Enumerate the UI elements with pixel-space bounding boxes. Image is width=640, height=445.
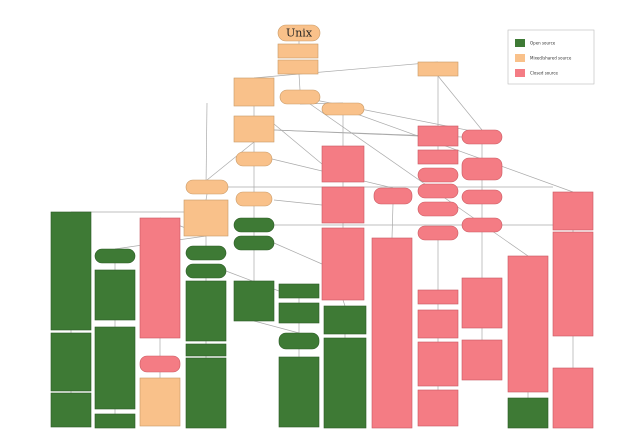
node: [461, 339, 503, 381]
node: [50, 332, 92, 392]
node: [139, 217, 181, 339]
link: [253, 320, 300, 334]
node: [94, 326, 136, 410]
link: [298, 61, 439, 75]
node: [461, 277, 503, 329]
link: [391, 203, 394, 239]
node: [233, 235, 275, 251]
node: [50, 392, 92, 428]
node: [278, 302, 320, 324]
node: [279, 89, 321, 105]
link: [298, 73, 301, 91]
node: [461, 189, 503, 205]
node: [185, 245, 227, 261]
node: [417, 167, 459, 183]
node: [417, 289, 459, 305]
node: [139, 355, 181, 373]
node: [552, 367, 594, 429]
node: [417, 389, 459, 427]
node: [277, 59, 319, 75]
node: [417, 309, 459, 339]
node: [417, 341, 459, 387]
node: [233, 77, 275, 107]
node: [235, 151, 273, 167]
node: [235, 191, 273, 207]
link: [205, 102, 208, 188]
node: [94, 248, 136, 264]
title: Unix: [286, 27, 313, 40]
link: [206, 141, 255, 181]
node: [50, 211, 92, 331]
node: [417, 149, 459, 165]
link: [273, 242, 323, 265]
node: [321, 145, 365, 183]
legend-label: Closed source: [530, 71, 559, 76]
node: [185, 179, 229, 195]
node: [417, 61, 459, 77]
link: [253, 73, 300, 79]
node: [373, 187, 413, 205]
node: [94, 413, 136, 429]
node: [185, 343, 227, 357]
node: [183, 199, 229, 237]
node: [321, 102, 365, 116]
node: [323, 305, 367, 335]
node: [461, 129, 503, 145]
node: [321, 227, 365, 301]
boxes: [50, 43, 594, 429]
node: [323, 337, 367, 429]
link: [273, 123, 323, 165]
node: [552, 191, 594, 231]
node: [277, 43, 319, 59]
legend-label: Mixed/shared source: [530, 56, 572, 61]
node: [371, 237, 413, 429]
node: [417, 183, 459, 199]
node: [233, 280, 275, 322]
legend-swatch: [515, 39, 525, 47]
node: [552, 231, 594, 337]
node: [417, 125, 459, 147]
node: [94, 269, 136, 321]
link: [342, 299, 346, 307]
node: [417, 225, 459, 241]
node: [507, 397, 549, 429]
node: [278, 332, 320, 350]
node: [185, 357, 227, 429]
node: [278, 356, 320, 428]
node: [185, 263, 227, 279]
legend-swatch: [515, 54, 525, 62]
node: [139, 377, 181, 427]
link: [273, 199, 323, 206]
node: [233, 115, 275, 143]
node: [185, 280, 227, 342]
link: [205, 193, 208, 201]
node: [321, 186, 365, 224]
node: [417, 201, 459, 217]
node: [278, 283, 320, 299]
node: [461, 217, 503, 233]
node: [233, 217, 275, 233]
legend: Open source Mixed/shared source Closed sou…: [507, 29, 595, 85]
node: [461, 157, 503, 181]
legend-label: Open source: [530, 41, 556, 46]
link: [437, 75, 483, 131]
node: [507, 255, 549, 393]
legend-swatch: [515, 69, 525, 77]
root-node: [277, 24, 321, 42]
